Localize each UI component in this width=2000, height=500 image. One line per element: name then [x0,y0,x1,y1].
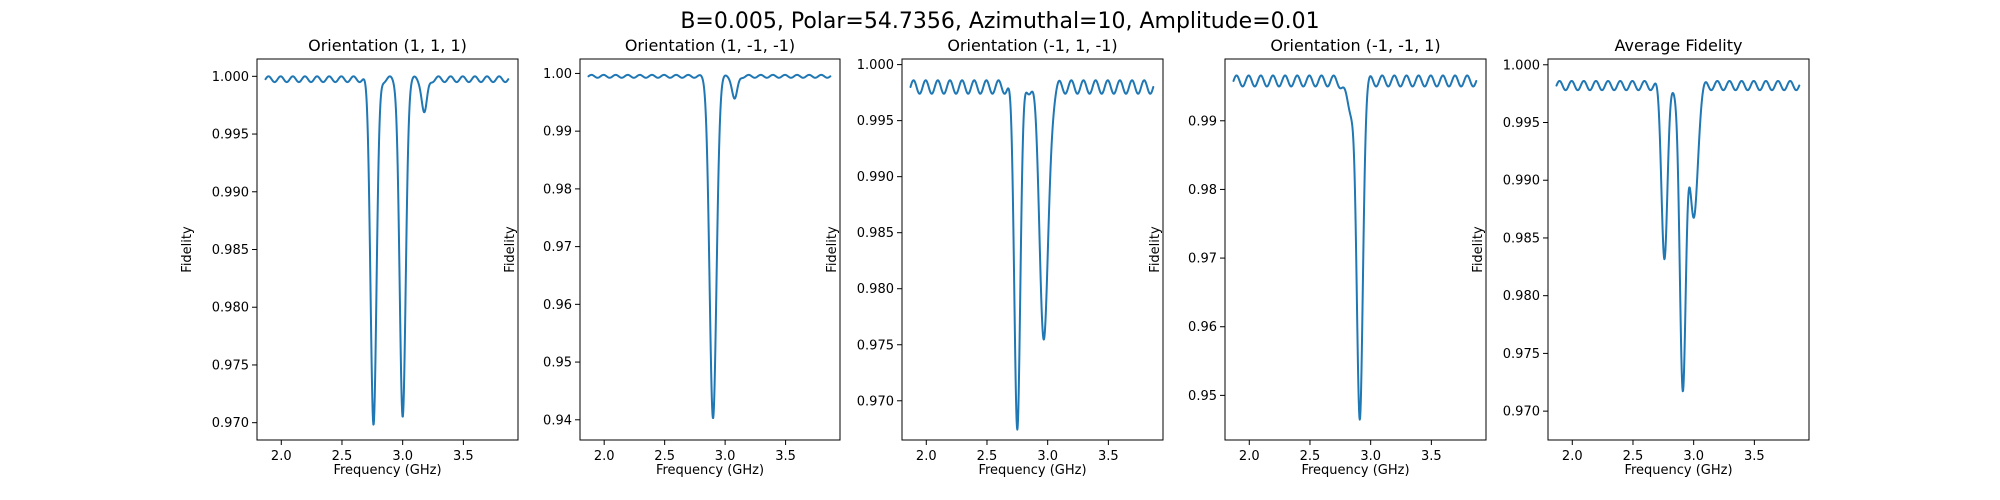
axes-frame [256,58,519,441]
y-tick-label: 0.98 [1188,183,1217,198]
y-tick-label: 0.985 [857,226,894,241]
y-tick-label: 0.980 [1503,289,1540,304]
x-tick-label: 3.5 [775,449,796,464]
fidelity-curve [264,75,510,426]
x-tick-label: 2.0 [916,449,937,464]
y-tick-label: 0.970 [1503,405,1540,420]
x-tick-label: 2.0 [1562,449,1583,464]
x-axis-label: Frequency (GHz) [1624,463,1732,478]
x-tick-label: 3.5 [453,449,474,464]
y-tick-label: 0.99 [1188,114,1217,129]
y-tick-label: 0.96 [543,298,572,313]
y-axis-label: Fidelity [180,226,195,273]
axes-frame [1547,58,1810,441]
x-tick-label: 3.5 [1098,449,1119,464]
panel-title: Orientation (1, -1, -1) [625,36,795,55]
x-tick-label: 2.0 [1239,449,1260,464]
y-tick-label: 0.985 [212,243,249,258]
fidelity-curve [1232,74,1478,421]
x-tick-label: 2.5 [332,449,353,464]
y-tick-label: 0.99 [543,125,572,140]
panel-3: Orientation (-1, 1, -1) 2.0 2.5 3.0 3.5 0.970… [825,36,1164,478]
panel-4: Orientation (-1, -1, 1) 2.0 2.5 3.0 3.5 0.95 0… [1148,36,1487,478]
y-tick-label: 1.000 [212,70,249,85]
y-tick-label: 0.970 [857,394,894,409]
fidelity-curve [909,79,1155,431]
y-tick-label: 0.975 [857,338,894,353]
y-tick-label: 0.970 [212,416,249,431]
axes-frame [1224,58,1487,441]
y-axis-label: Fidelity [1148,226,1163,273]
y-tick-label: 0.990 [1503,174,1540,189]
panel-title: Orientation (-1, 1, -1) [947,36,1117,55]
x-tick-label: 3.5 [1421,449,1442,464]
y-tick-label: 0.990 [212,185,249,200]
x-tick-label: 3.0 [715,449,736,464]
y-axis-label: Fidelity [503,226,518,273]
panel-5: Average Fidelity 2.0 2.5 3.0 3.5 0.970 0.975 0.… [1471,36,1810,478]
y-tick-label: 1.00 [543,67,572,82]
fidelity-curve [587,73,832,420]
y-axis-label: Fidelity [825,226,840,273]
y-tick-label: 0.995 [1503,116,1540,131]
panel-title: Average Fidelity [1615,36,1743,55]
x-tick-label: 2.0 [271,449,292,464]
panels-group: Orientation (1, 1, 1) 2.0 2.5 3.0 3.5 0.970 0.… [180,36,1810,478]
x-tick-label: 3.0 [1683,449,1704,464]
y-tick-label: 1.000 [1503,58,1540,73]
x-tick-label: 3.0 [1037,449,1058,464]
y-tick-label: 0.980 [212,301,249,316]
axes-frame [901,58,1164,441]
x-tick-label: 3.5 [1744,449,1765,464]
x-axis-label: Frequency (GHz) [656,463,764,478]
y-tick-label: 0.995 [857,114,894,129]
panel-title: Orientation (-1, -1, 1) [1270,36,1440,55]
x-tick-label: 2.5 [654,449,675,464]
y-tick-label: 0.95 [1188,389,1217,404]
panel-title: Orientation (1, 1, 1) [308,36,467,55]
y-tick-label: 0.980 [857,282,894,297]
figure-suptitle: B=0.005, Polar=54.7356, Azimuthal=10, Am… [680,9,1319,34]
x-axis-label: Frequency (GHz) [333,463,441,478]
y-tick-label: 0.96 [1188,320,1217,335]
y-tick-label: 0.95 [543,356,572,371]
x-axis-label: Frequency (GHz) [1301,463,1409,478]
x-tick-label: 2.5 [1300,449,1321,464]
y-tick-label: 0.94 [543,413,572,428]
panel-1: Orientation (1, 1, 1) 2.0 2.5 3.0 3.5 0.970 0.… [180,36,519,478]
y-tick-label: 0.98 [543,182,572,197]
fidelity-curve [1555,79,1801,393]
y-tick-label: 0.985 [1503,231,1540,246]
y-tick-label: 0.97 [543,240,572,255]
y-tick-label: 1.000 [857,58,894,73]
x-tick-label: 3.0 [1360,449,1381,464]
x-tick-label: 3.0 [392,449,413,464]
x-tick-label: 2.5 [977,449,998,464]
x-tick-label: 2.0 [594,449,615,464]
axes-frame [579,58,841,441]
x-tick-label: 2.5 [1623,449,1644,464]
y-tick-label: 0.975 [212,358,249,373]
y-tick-label: 0.97 [1188,252,1217,267]
y-tick-label: 0.995 [212,128,249,143]
y-tick-label: 0.975 [1503,347,1540,362]
x-axis-label: Frequency (GHz) [978,463,1086,478]
y-tick-label: 0.990 [857,170,894,185]
panel-2: Orientation (1, -1, -1) 2.0 2.5 3.0 3.5 0.94 0… [503,36,841,478]
y-axis-label: Fidelity [1471,226,1486,273]
